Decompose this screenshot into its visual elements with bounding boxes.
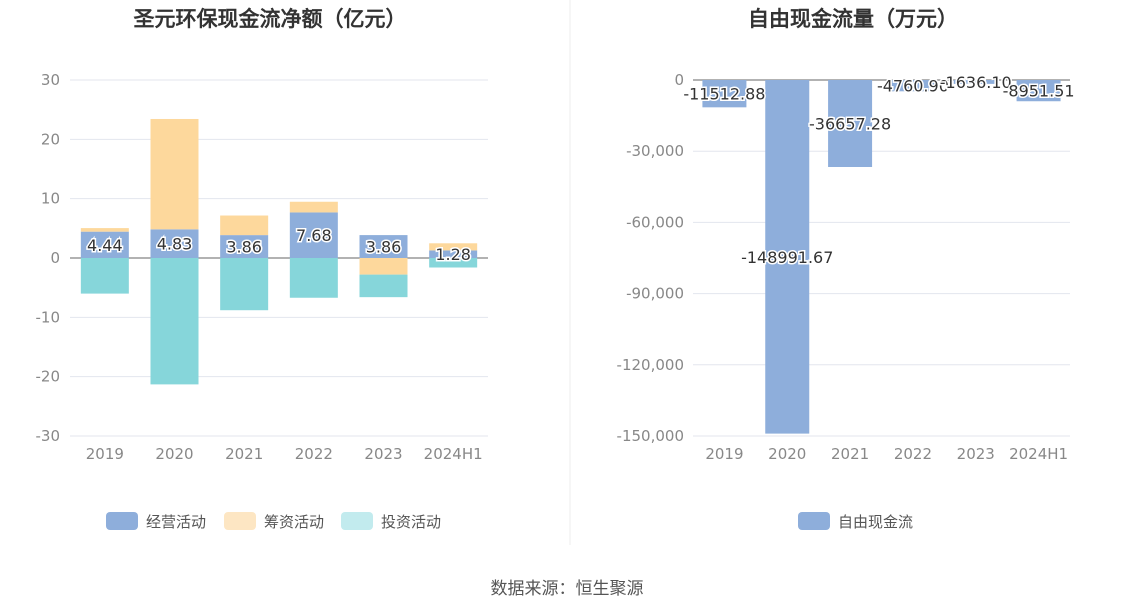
chart1-bar-1 — [150, 229, 199, 258]
chart1-bar-3 — [359, 274, 408, 298]
chart1-bar-3 — [80, 258, 129, 294]
chart1-y-tick-label: 10 — [41, 190, 60, 208]
chart1-data-label: 4.44 — [87, 236, 123, 255]
chart1-y-tick-label: -10 — [36, 308, 61, 326]
chart1-legend-label: 筹资活动 — [264, 513, 324, 531]
chart2-bar-1 — [702, 80, 747, 108]
chart2-data-label: -36657.28 — [809, 114, 891, 133]
chart2-data-label: -148991.67 — [741, 248, 833, 267]
chart1-bar-2 — [429, 243, 478, 251]
chart2-x-tick-label: 2022 — [894, 445, 932, 463]
chart1-data-label: 3.86 — [366, 238, 402, 257]
chart1-data-label: 3.86 — [226, 238, 262, 257]
chart1-y-tick-label: 0 — [50, 249, 60, 267]
chart1-bar-2 — [289, 201, 338, 213]
chart1-bar-1 — [289, 212, 338, 258]
chart2-y-tick-label: -30,000 — [626, 142, 684, 160]
chart2-bar-1 — [953, 80, 998, 84]
chart2-legend-swatch — [798, 512, 830, 530]
chart1-bar-2 — [80, 228, 129, 232]
chart1-y-tick-label: -20 — [36, 368, 61, 386]
chart1-bar-3 — [289, 258, 338, 298]
source-note: 数据来源：恒生聚源 — [490, 579, 644, 599]
chart2-y-tick-label: -90,000 — [626, 285, 684, 303]
chart1-y-tick-label: 30 — [41, 71, 60, 89]
chart1-data-label: 1.28 — [435, 245, 471, 264]
chart2-data-label: -11512.88 — [683, 85, 765, 104]
chart1-title: 圣元环保现金流净额（亿元） — [134, 7, 407, 31]
chart1-bar-2 — [359, 258, 408, 275]
chart1-bar-2 — [150, 118, 199, 230]
chart2-x-tick-label: 2019 — [705, 445, 743, 463]
chart2-legend-label: 自由现金流 — [838, 513, 913, 531]
chart1-bar-1 — [429, 250, 478, 258]
chart1-legend-swatch — [224, 512, 256, 530]
chart2-bar-1 — [765, 80, 810, 434]
chart1-bar-3 — [150, 258, 199, 385]
chart1-x-tick-label: 2022 — [295, 445, 333, 463]
chart2-data-label: -4760.90 — [877, 77, 949, 96]
chart1-data-label: 7.68 — [296, 226, 332, 245]
chart1-x-tick-label: 2020 — [155, 445, 193, 463]
chart1-bar-1 — [80, 231, 129, 258]
chart1-bar-3 — [220, 258, 269, 311]
chart1-x-tick-label: 2019 — [86, 445, 124, 463]
chart1-y-tick-label: -30 — [36, 427, 61, 445]
chart2-bar-1 — [1016, 80, 1061, 102]
chart2-x-tick-label: 2020 — [768, 445, 806, 463]
chart2-data-label: -8951.51 — [1003, 82, 1075, 101]
chart2-y-tick-label: 0 — [674, 71, 684, 89]
chart1-legend-label: 经营活动 — [146, 513, 206, 531]
chart1-legend-swatch — [341, 512, 373, 530]
chart1-legend-label: 投资活动 — [381, 513, 441, 531]
chart2-y-tick-label: -150,000 — [617, 427, 684, 445]
chart2-title: 自由现金流量（万元） — [748, 7, 958, 31]
chart1-x-tick-label: 2021 — [225, 445, 263, 463]
chart2-y-tick-label: -120,000 — [617, 356, 684, 374]
chart2-x-tick-label: 2021 — [831, 445, 869, 463]
chart1-y-tick-label: 20 — [41, 130, 60, 148]
chart1-data-label: 4.83 — [157, 235, 193, 254]
chart1-bar-1 — [359, 235, 408, 258]
chart1-x-tick-label: 2024H1 — [424, 445, 483, 463]
chart1-x-tick-label: 2023 — [364, 445, 402, 463]
chart2-x-tick-label: 2024H1 — [1009, 445, 1068, 463]
chart1-bar-2 — [220, 215, 269, 236]
chart2-bar-1 — [890, 80, 935, 92]
chart1-bar-1 — [220, 235, 269, 258]
chart1-bar-3 — [429, 258, 478, 268]
chart2-data-label: -1636.10 — [940, 73, 1012, 92]
chart2-x-tick-label: 2023 — [957, 445, 995, 463]
chart2-y-tick-label: -60,000 — [626, 213, 684, 231]
chart1-legend-swatch — [106, 512, 138, 530]
chart2-bar-1 — [828, 80, 873, 167]
